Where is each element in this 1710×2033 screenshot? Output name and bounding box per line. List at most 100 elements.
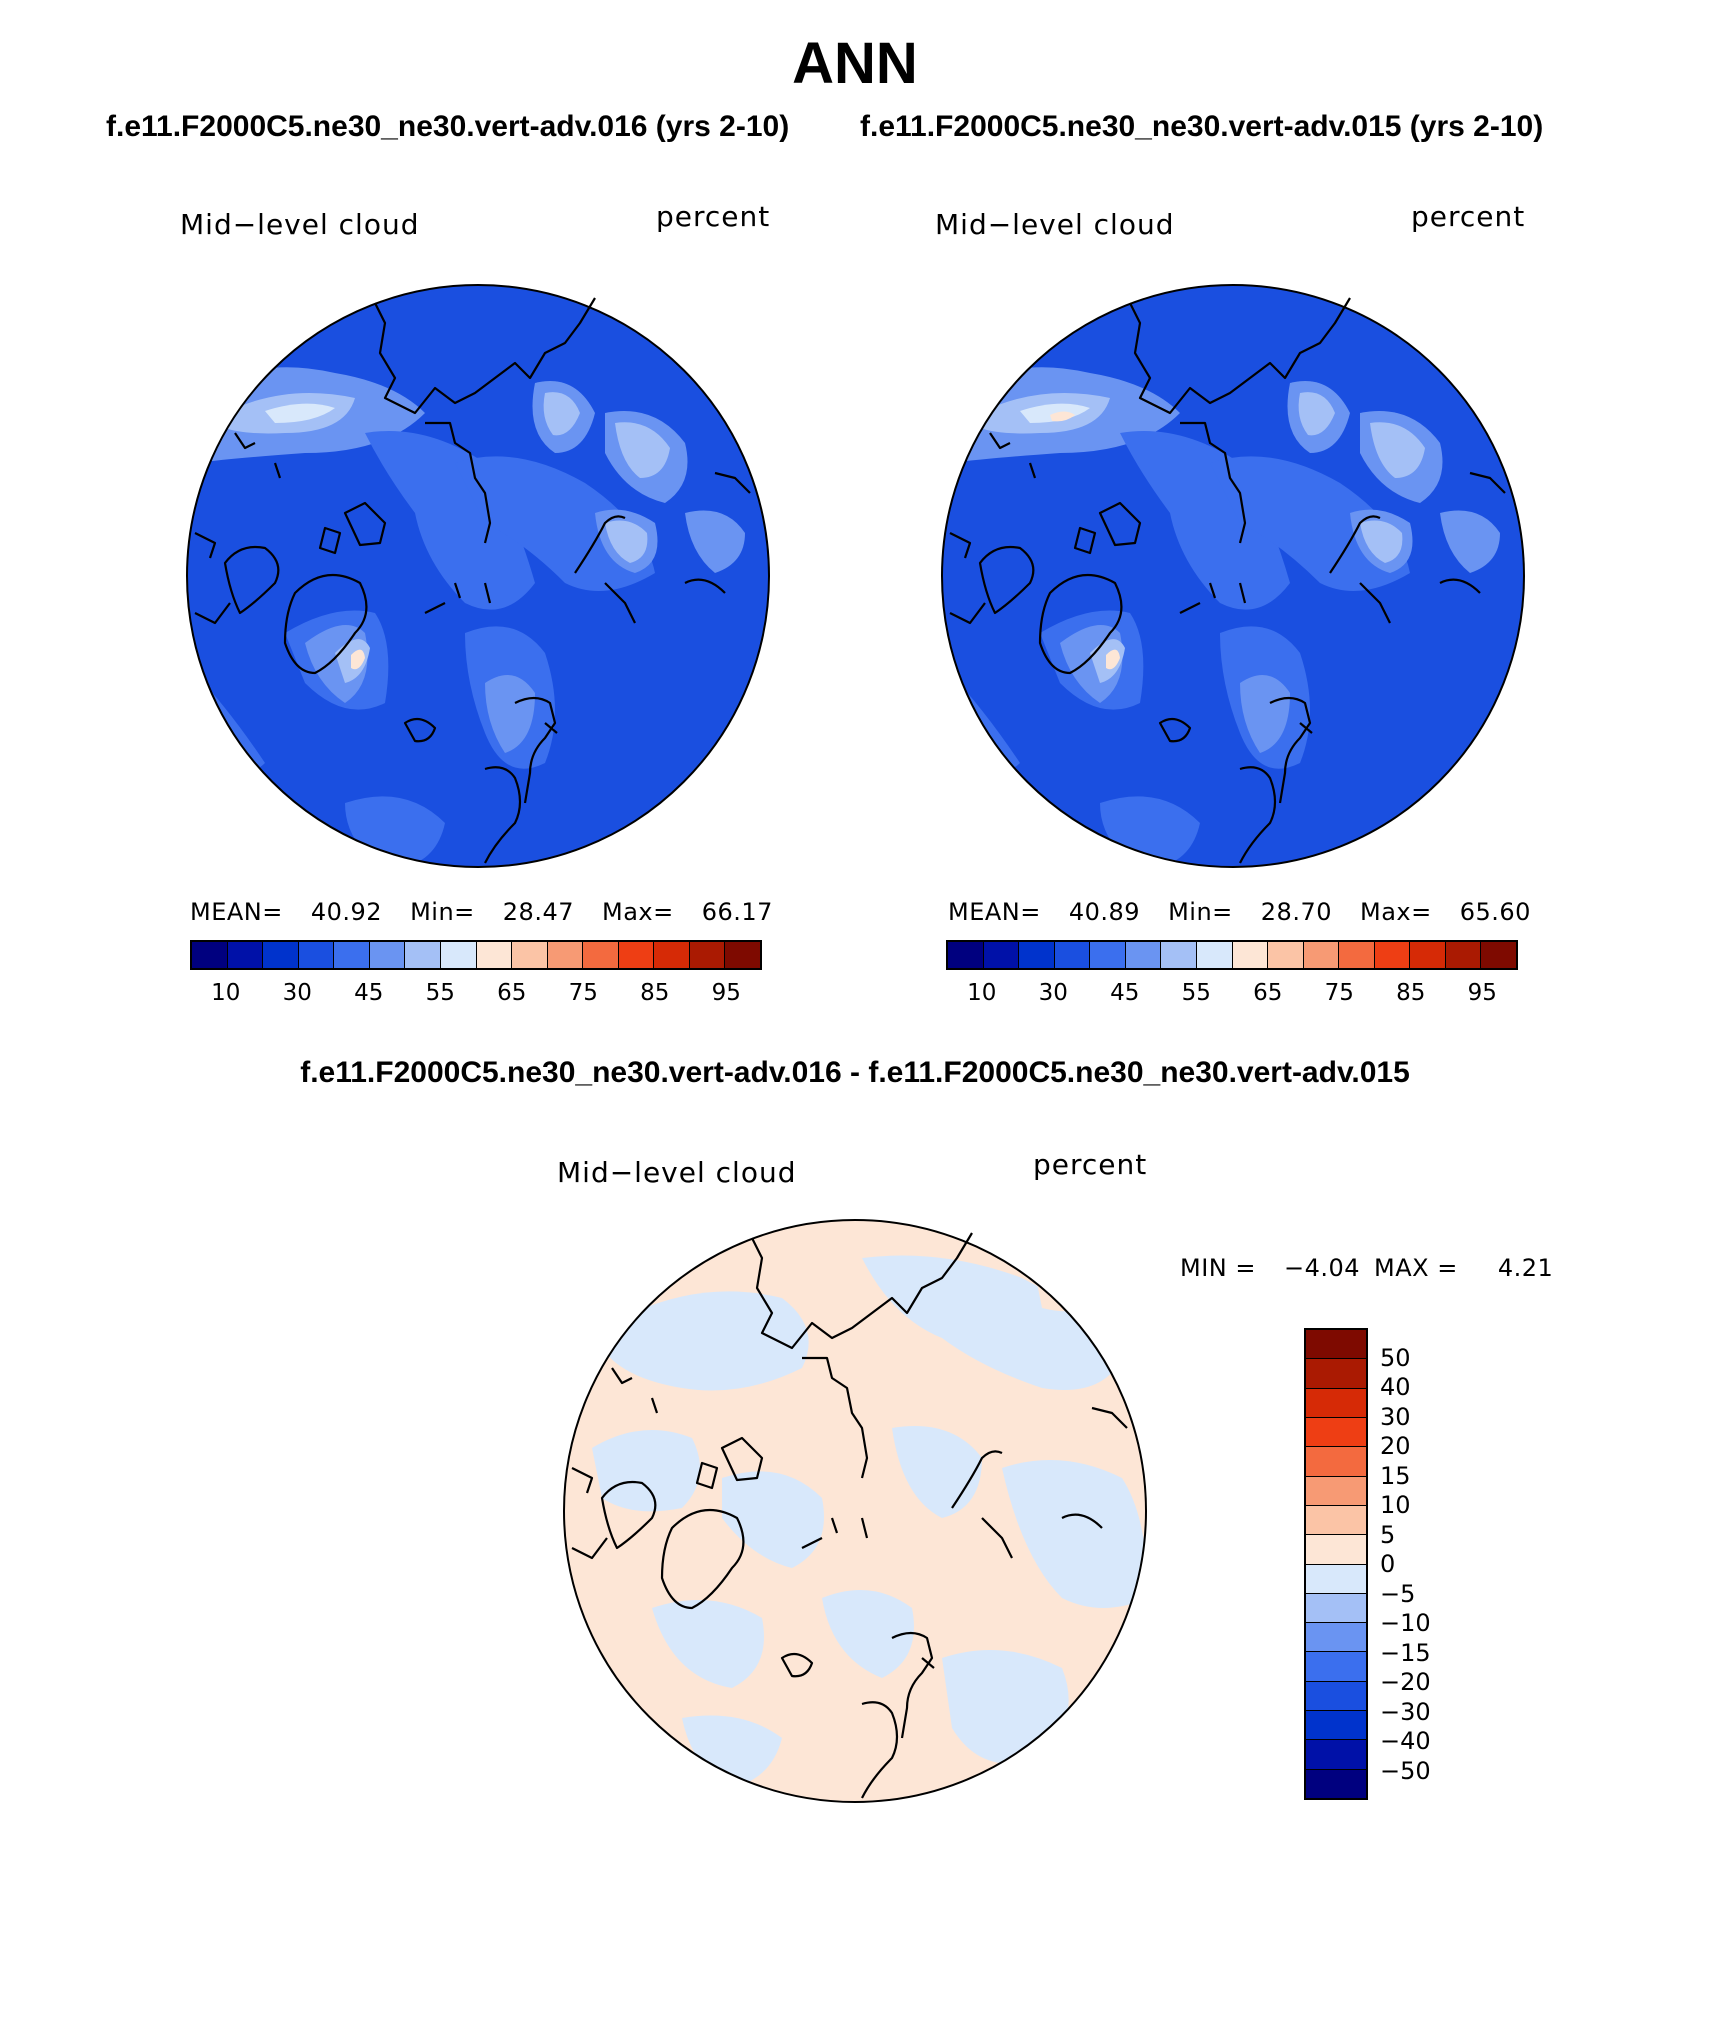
right-mean-value: 40.89 <box>1068 898 1141 926</box>
diff-colorbar-tick-label: 15 <box>1380 1461 1411 1490</box>
right-variable-label: Mid−level cloud <box>935 208 1175 241</box>
diff-colorbar-tick-label: 30 <box>1380 1402 1411 1431</box>
right-colorbar-swatch <box>1339 942 1375 968</box>
diff-colorbar-tick-label: 50 <box>1380 1343 1411 1372</box>
diff-colorbar-ticks: 50 40 30 20 15 10 5 0 −5 −10 −15 −20 −30 −40 −50 <box>1380 1328 1490 1800</box>
left-colorbar-tick-label: 95 <box>711 980 741 1006</box>
diff-colorbar-swatch <box>1306 1623 1366 1653</box>
diff-colorbar-swatch <box>1306 1564 1366 1594</box>
right-units-label: percent <box>1411 200 1526 233</box>
case1-title: f.e11.F2000C5.ne30_ne30.vert-adv.016 (yr… <box>106 110 790 143</box>
left-min-value: 28.47 <box>502 898 574 926</box>
right-colorbar-swatch <box>1054 942 1091 968</box>
diff-colorbar-tick-label: −20 <box>1380 1668 1431 1696</box>
left-variable-label: Mid−level cloud <box>180 208 420 241</box>
left-mean-label: MEAN= <box>190 898 283 926</box>
diff-colorbar-tick-label: 5 <box>1380 1520 1396 1549</box>
left-colorbar-swatch <box>369 942 406 968</box>
right-polar-map <box>941 284 1525 868</box>
right-colorbar-swatch <box>1232 942 1269 968</box>
right-min-label: Min= <box>1168 898 1233 926</box>
right-colorbar-tick-label: 55 <box>1181 980 1211 1006</box>
diff-colorbar-tick-label: 40 <box>1380 1373 1411 1401</box>
right-colorbar-tick-label: 45 <box>1110 980 1140 1006</box>
case2-title: f.e11.F2000C5.ne30_ne30.vert-adv.015 (yr… <box>860 110 1544 143</box>
diff-colorbar <box>1304 1328 1368 1800</box>
diff-colorbar-swatch <box>1306 1447 1366 1477</box>
left-colorbar-tick-label: 75 <box>568 980 598 1006</box>
diff-colorbar-tick-label: −30 <box>1380 1697 1431 1726</box>
right-colorbar-swatch <box>1090 942 1126 968</box>
right-colorbar-swatch <box>983 942 1020 968</box>
left-colorbar-tick-label: 10 <box>211 980 241 1006</box>
right-colorbar-swatch <box>1445 942 1482 968</box>
right-colorbar-swatch <box>1268 942 1304 968</box>
diff-colorbar-swatch <box>1306 1593 1366 1624</box>
diff-variable-label: Mid−level cloud <box>557 1156 797 1189</box>
diff-colorbar-swatch <box>1306 1417 1366 1448</box>
left-stats: MEAN= 40.92 Min= 28.47 Max= 66.17 <box>190 898 773 926</box>
left-colorbar-swatch <box>298 942 335 968</box>
right-stats: MEAN= 40.89 Min= 28.70 Max= 65.60 <box>948 898 1531 926</box>
diff-colorbar-tick-label: 0 <box>1380 1550 1396 1578</box>
right-colorbar-tick-label: 65 <box>1253 980 1283 1006</box>
diff-max-value: 4.21 <box>1497 1254 1554 1282</box>
right-colorbar-swatch <box>1481 942 1516 968</box>
diff-colorbar-swatch <box>1306 1740 1366 1770</box>
left-colorbar-swatch <box>583 942 619 968</box>
left-colorbar-swatch <box>192 942 228 968</box>
left-colorbar-swatch <box>476 942 513 968</box>
right-colorbar-swatch <box>1125 942 1162 968</box>
left-colorbar <box>190 940 762 970</box>
right-colorbar-tick-label: 85 <box>1396 980 1426 1006</box>
left-colorbar-swatch <box>725 942 760 968</box>
diff-units-label: percent <box>1033 1148 1148 1181</box>
left-colorbar-swatch <box>334 942 370 968</box>
left-colorbar-tick-label: 85 <box>640 980 670 1006</box>
diff-polar-map <box>563 1219 1147 1803</box>
diff-colorbar-tick-label: −10 <box>1380 1609 1431 1637</box>
diff-colorbar-swatch <box>1306 1769 1366 1798</box>
main-title: ANN <box>792 31 918 96</box>
diff-colorbar-swatch <box>1306 1388 1366 1418</box>
diff-colorbar-tick-label: −15 <box>1380 1638 1431 1667</box>
left-colorbar-swatch <box>512 942 548 968</box>
diff-min-label: MIN = <box>1180 1254 1256 1282</box>
right-colorbar-tick-label: 95 <box>1467 980 1497 1006</box>
left-colorbar-swatch <box>405 942 441 968</box>
left-colorbar-swatch <box>227 942 264 968</box>
left-colorbar-swatch <box>440 942 477 968</box>
diff-colorbar-swatch <box>1306 1681 1366 1712</box>
diff-colorbar-tick-label: −5 <box>1380 1579 1416 1608</box>
right-max-value: 65.60 <box>1459 898 1531 926</box>
right-colorbar-swatch <box>1303 942 1340 968</box>
left-colorbar-swatch <box>547 942 584 968</box>
left-max-value: 66.17 <box>701 898 773 926</box>
left-colorbar-swatch <box>263 942 299 968</box>
right-max-label: Max= <box>1360 898 1432 926</box>
right-colorbar-tick-label: 30 <box>1038 980 1068 1006</box>
diff-colorbar-swatch <box>1306 1359 1366 1389</box>
right-colorbar-tick-label: 75 <box>1324 980 1354 1006</box>
diff-colorbar-swatch <box>1306 1652 1366 1682</box>
left-colorbar-tick-label: 55 <box>425 980 455 1006</box>
left-min-label: Min= <box>410 898 475 926</box>
right-colorbar-swatch <box>1410 942 1446 968</box>
left-colorbar-swatch <box>618 942 655 968</box>
right-colorbar-swatch <box>1161 942 1197 968</box>
left-colorbar-ticks: 10 30 45 55 65 75 85 95 <box>190 980 762 1010</box>
right-colorbar <box>946 940 1518 970</box>
diff-max-label: MAX = <box>1374 1254 1458 1282</box>
right-colorbar-tick-label: 10 <box>967 980 997 1006</box>
diff-title: f.e11.F2000C5.ne30_ne30.vert-adv.016 - f… <box>300 1056 1410 1089</box>
diff-colorbar-tick-label: −50 <box>1380 1756 1431 1785</box>
left-max-label: Max= <box>602 898 674 926</box>
right-colorbar-swatch <box>948 942 984 968</box>
right-colorbar-swatch <box>1374 942 1411 968</box>
right-colorbar-swatch <box>1019 942 1055 968</box>
diff-colorbar-tick-label: −40 <box>1380 1727 1431 1755</box>
diff-stats: MIN = −4.04 MAX = 4.21 <box>1180 1254 1553 1282</box>
diff-colorbar-swatch <box>1306 1535 1366 1565</box>
right-min-value: 28.70 <box>1260 898 1332 926</box>
left-colorbar-swatch <box>689 942 726 968</box>
